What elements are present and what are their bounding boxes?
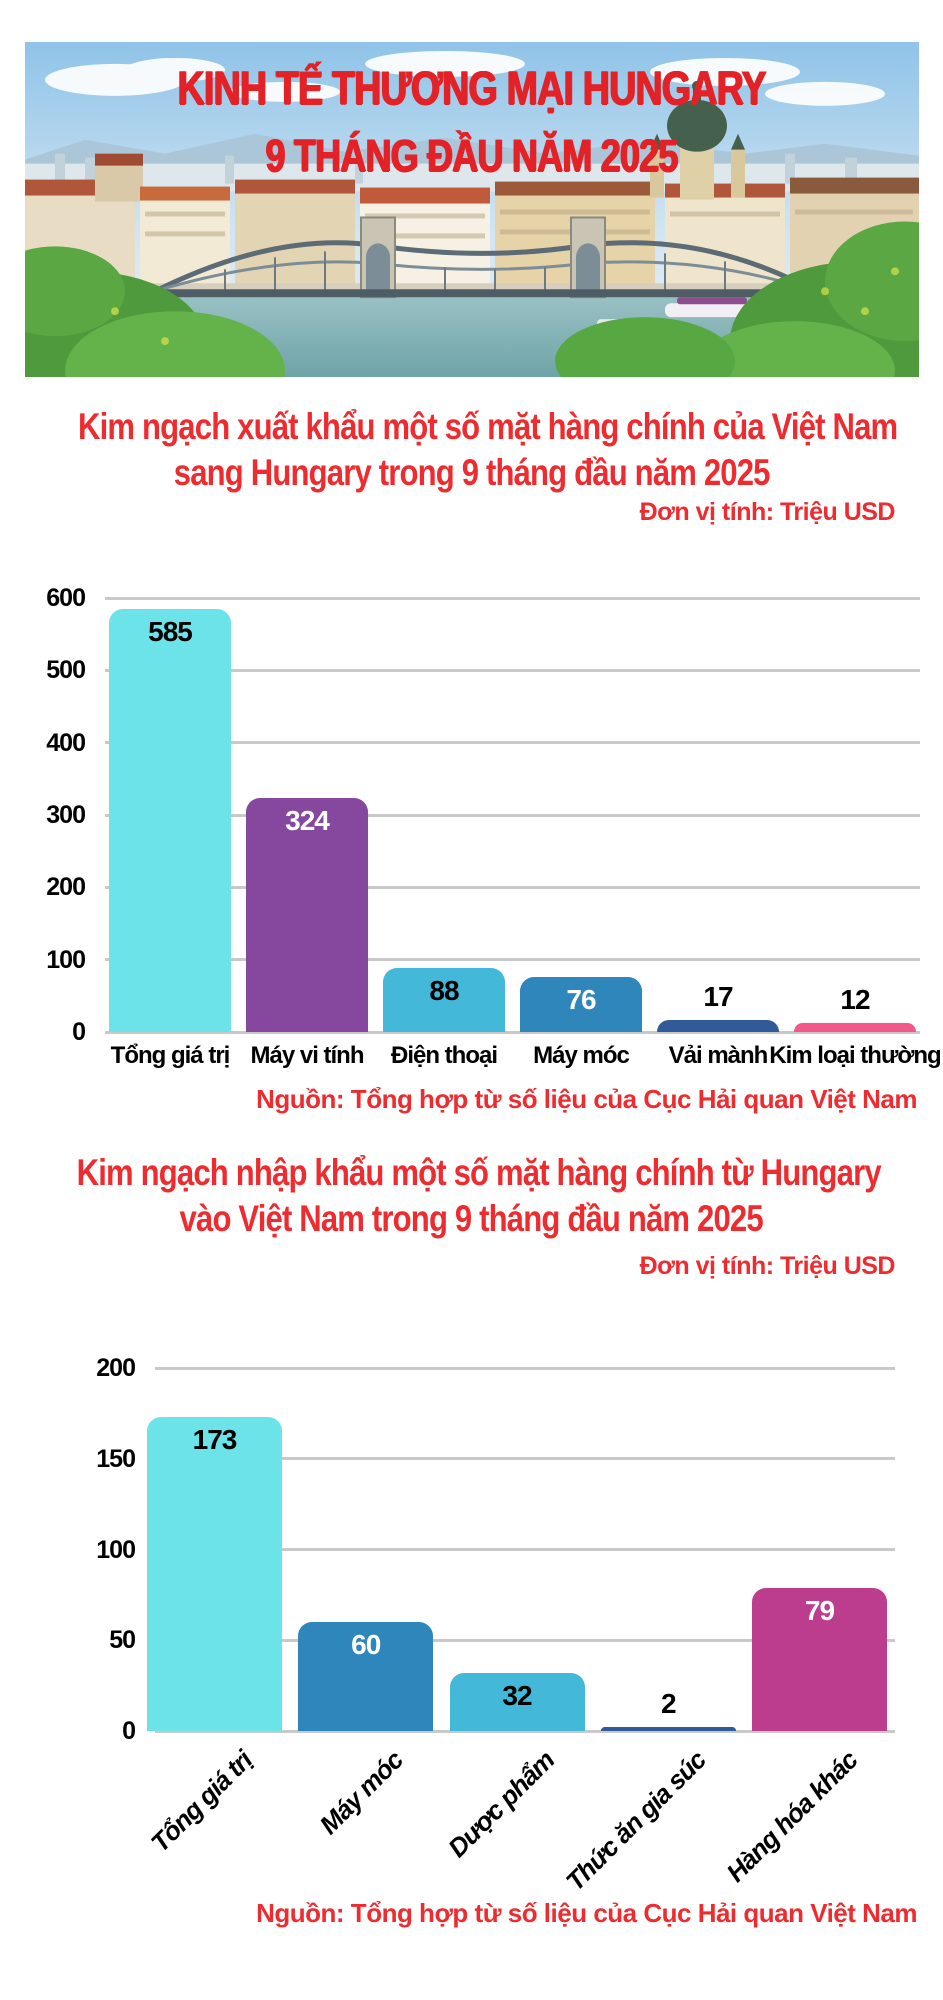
export-bar-chart: 0 100 200 300 400 500 600 585 324 88 76 17 12 Tổng gi… [46, 584, 941, 1069]
x-label-vai-manh: Vải mành [668, 1042, 769, 1069]
import-title-line1: Kim ngạch nhập khẩu một số mặt hàng chín… [76, 1152, 882, 1193]
gridline-400 [105, 741, 920, 745]
quay [25, 283, 919, 294]
trees [25, 221, 919, 377]
bars-group: 173 60 32 2 79 [147, 1368, 887, 1731]
value-label-dien-thoai: 88 [429, 975, 459, 1007]
clouds [45, 50, 885, 106]
header-title-line2: 9 THÁNG ĐẦU NĂM 2025 [265, 130, 679, 181]
value-label-may-moc: 76 [566, 984, 596, 1016]
value-label-vai-manh: 17 [703, 980, 733, 1012]
chain-bridge [145, 216, 825, 299]
y-tick-0: 0 [122, 1717, 136, 1745]
y-tick-0: 0 [72, 1018, 86, 1046]
budapest-header-photo: KINH TẾ THƯƠNG MẠI HUNGARY 9 THÁNG ĐẦU N… [25, 42, 919, 377]
y-tick-200: 200 [96, 1354, 136, 1382]
gridline-0 [155, 1729, 895, 1733]
x-label-thuc-an-gia-suc: Thức ăn gia súc [560, 1745, 712, 1897]
distant-buildings [55, 151, 857, 184]
x-label-tong-gia-tri: Tổng giá trị [110, 1042, 231, 1069]
gridline-600 [105, 596, 920, 600]
budapest-illustration [25, 42, 919, 377]
bar-may-vi-tinh: 324 [246, 797, 368, 1032]
value-label-hang-hoa-khac: 79 [804, 1594, 835, 1626]
bar-may-moc: 76 [520, 977, 642, 1032]
y-tick-400: 400 [46, 728, 86, 757]
gridline-0 [105, 1030, 920, 1034]
bar-thuc-an-gia-suc: 2 [600, 1689, 736, 1731]
bars-group: 585 324 88 76 17 12 [109, 598, 916, 1032]
x-label-duoc-pham: Dược phẩm [442, 1745, 561, 1863]
x-label-tong-gia-tri: Tổng giá trị [144, 1745, 258, 1858]
x-label-may-moc: Máy móc [533, 1042, 630, 1069]
bar-may-moc: 60 [298, 1622, 434, 1731]
import-bar-chart: 0 50 100 150 200 173 60 32 2 79 Tổng giá trị Máy mó… [96, 1354, 895, 1896]
gridline-300 [105, 813, 920, 817]
gridline-50 [155, 1638, 895, 1642]
import-source: Nguồn: Tổng hợp từ số liệu của Cục Hải q… [256, 1898, 917, 1928]
gridline-100 [155, 1548, 895, 1551]
y-tick-50: 50 [109, 1626, 136, 1655]
header-title: KINH TẾ THƯƠNG MẠI HUNGARY 9 THÁNG ĐẦU N… [25, 60, 919, 195]
x-label-may-vi-tinh: Máy vi tính [250, 1042, 364, 1069]
y-tick-500: 500 [46, 656, 86, 685]
value-label-duoc-pham: 32 [502, 1679, 532, 1711]
bar-kim-loai-thuong: 12 [794, 985, 916, 1032]
x-label-kim-loai-thuong: Kim loại thường [769, 1042, 941, 1069]
x-labels: Tổng giá trị Máy vi tính Điện thoại Máy móc… [109, 1042, 942, 1070]
bar-duoc-pham: 32 [449, 1672, 585, 1731]
y-tick-150: 150 [96, 1444, 136, 1473]
y-tick-100: 100 [46, 945, 86, 974]
value-label-tong-gia-tri: 173 [192, 1424, 238, 1456]
value-label-thuc-an-gia-suc: 2 [660, 1688, 677, 1720]
y-tick-600: 600 [46, 584, 86, 612]
bar-tong-gia-tri: 173 [147, 1417, 282, 1731]
bar-vai-manh: 17 [657, 981, 779, 1032]
import-title-line2: vào Việt Nam trong 9 tháng đầu năm 2025 [179, 1198, 764, 1239]
basilica [650, 80, 745, 200]
gridline-200 [105, 885, 920, 889]
x-label-hang-hoa-khac: Hàng hóa khác [719, 1745, 863, 1888]
import-unit-label: Đơn vị tính: Triệu USD [639, 1252, 896, 1280]
x-label-may-moc: Máy móc [314, 1745, 409, 1840]
y-tick-200: 200 [46, 873, 86, 902]
gridline-150 [155, 1457, 895, 1461]
value-label-may-vi-tinh: 324 [285, 804, 330, 836]
export-chart-title: Kim ngạch xuất khẩu một số mặt hàng chín… [0, 404, 943, 496]
export-title-line1: Kim ngạch xuất khẩu một số mặt hàng chín… [78, 406, 898, 447]
bar-tong-gia-tri: 585 [109, 608, 231, 1032]
bar-hang-hoa-khac: 79 [752, 1587, 887, 1731]
gridline-500 [105, 668, 920, 672]
y-tick-300: 300 [46, 801, 86, 829]
bar-dien-thoai: 88 [383, 968, 505, 1032]
value-label-may-moc: 60 [351, 1629, 381, 1661]
value-label-tong-gia-tri: 585 [148, 615, 193, 647]
import-chart-title: Kim ngạch nhập khẩu một số mặt hàng chín… [0, 1150, 943, 1242]
export-unit-label: Đơn vị tính: Triệu USD [639, 498, 896, 526]
export-source: Nguồn: Tổng hợp từ số liệu của Cục Hải q… [256, 1084, 917, 1114]
export-title-line2: sang Hungary trong 9 tháng đầu năm 2025 [173, 452, 771, 493]
x-label-dien-thoai: Điện thoại [390, 1042, 498, 1069]
x-labels: Tổng giá trị Máy móc Dược phẩm Thức ăn gia … [145, 1368, 895, 1896]
gridline-100 [105, 958, 920, 962]
header-title-line1: KINH TẾ THƯƠNG MẠI HUNGARY [177, 61, 767, 114]
value-label-kim-loai-thuong: 12 [840, 984, 870, 1016]
y-tick-100: 100 [96, 1535, 136, 1564]
gridline-200 [155, 1366, 895, 1370]
